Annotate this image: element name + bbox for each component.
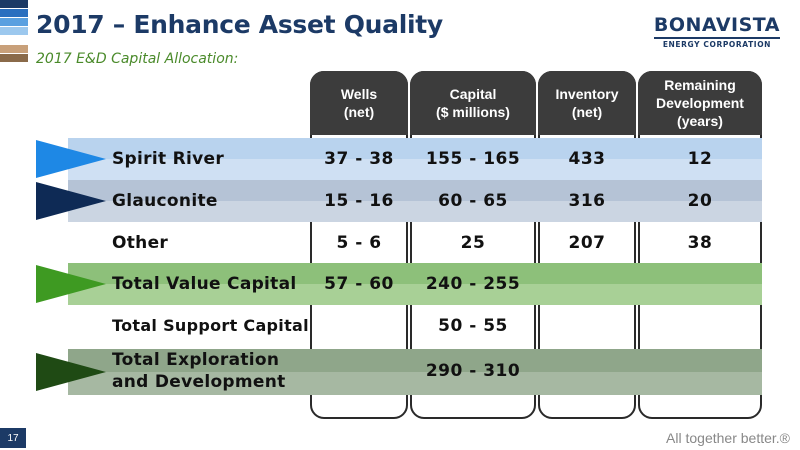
logo-sub: ENERGY CORPORATION: [653, 37, 780, 49]
cell-wells: 5 - 6: [336, 233, 382, 253]
table-row: [68, 138, 762, 180]
cell-wells: 57 - 60: [324, 274, 394, 294]
cell-capital: 50 - 55: [438, 316, 508, 336]
cell-inventory: 207: [568, 233, 606, 253]
row-label-glauconite: Glauconite: [112, 191, 218, 211]
brand-stripes: [0, 0, 28, 63]
cell-inventory: 433: [568, 149, 606, 169]
cell-years: 12: [687, 149, 713, 169]
cell-years: 38: [687, 233, 713, 253]
company-logo: BONAVISTA ENERGY CORPORATION: [653, 14, 780, 49]
row-label-other: Other: [112, 233, 169, 253]
cell-capital: 290 - 310: [425, 361, 521, 381]
cell-wells: 15 - 16: [324, 191, 394, 211]
row-label-total-ed: Total Exploration and Development: [112, 350, 286, 392]
cell-capital: 240 - 255: [425, 274, 521, 294]
stripe: [0, 0, 28, 8]
arrow-icon: [36, 140, 106, 178]
cell-inventory: 316: [568, 191, 606, 211]
logo-name: BONAVISTA: [653, 14, 780, 36]
stripe: [0, 18, 28, 26]
column-header-wells: Wells (net): [310, 71, 408, 135]
arrow-icon: [36, 265, 106, 303]
stripe: [0, 45, 28, 53]
cell-years: 20: [687, 191, 713, 211]
slide-subtitle: 2017 E&D Capital Allocation:: [36, 51, 239, 67]
stripe: [0, 9, 28, 17]
stripe: [0, 27, 28, 35]
table-row: [68, 180, 762, 222]
row-label-total-support: Total Support Capital: [112, 316, 309, 335]
cell-wells: 37 - 38: [324, 149, 394, 169]
row-label-spirit-river: Spirit River: [112, 149, 225, 169]
table-row: [68, 263, 762, 305]
table-row: [68, 349, 762, 395]
cell-capital: 60 - 65: [438, 191, 508, 211]
stripe: [0, 54, 28, 62]
cell-capital: 25: [460, 233, 486, 253]
column-header-inventory: Inventory (net): [538, 71, 636, 135]
page-number: 17: [0, 428, 26, 448]
cell-capital: 155 - 165: [425, 149, 521, 169]
row-label-total-value: Total Value Capital: [112, 274, 297, 294]
arrow-icon: [36, 182, 106, 220]
tagline: All together better.®: [666, 430, 790, 446]
column-header-years: Remaining Development (years): [638, 71, 762, 135]
column-header-capital: Capital ($ millions): [410, 71, 536, 135]
arrow-icon: [36, 353, 106, 391]
stripe: [0, 36, 28, 44]
slide-title: 2017 – Enhance Asset Quality: [36, 10, 443, 39]
